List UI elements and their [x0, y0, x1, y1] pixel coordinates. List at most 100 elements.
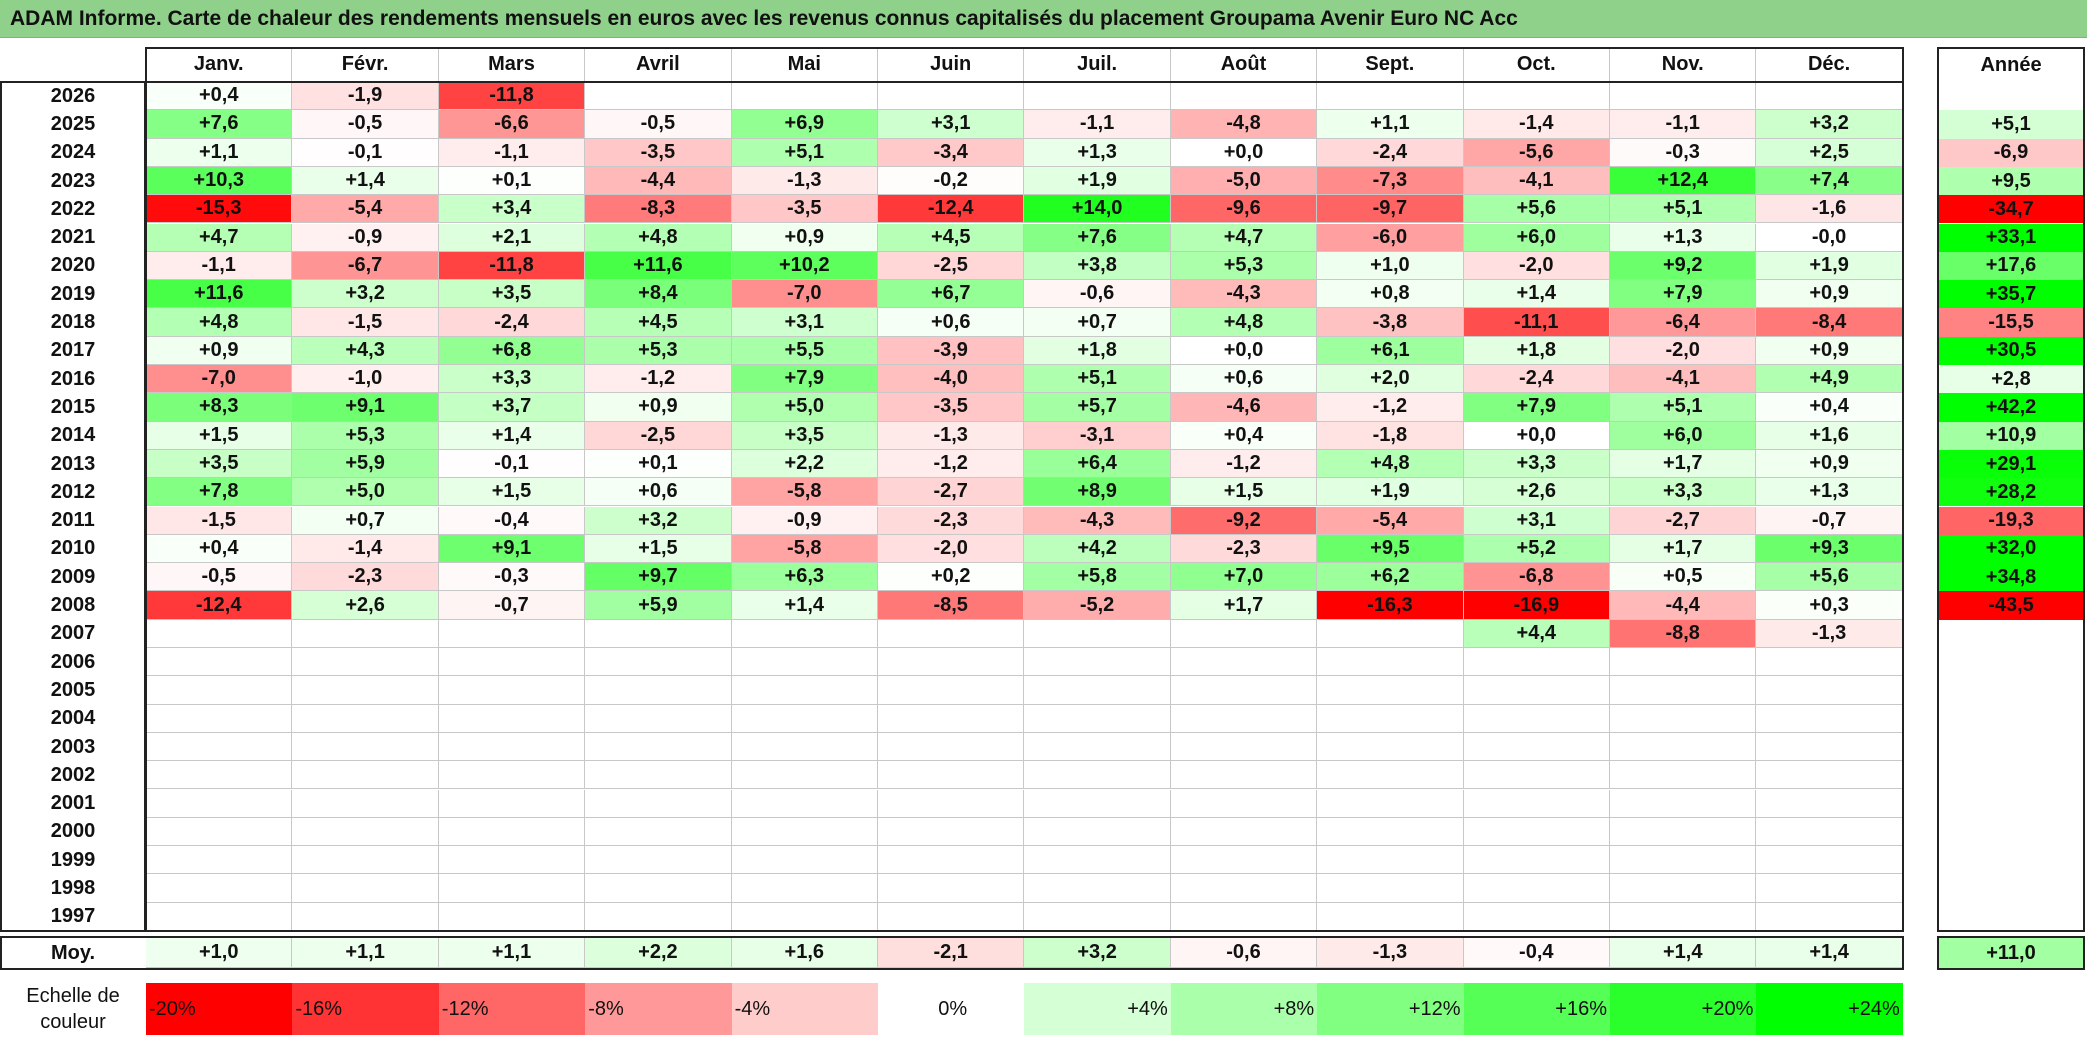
heatmap-cell: -0,3	[438, 563, 586, 592]
heatmap-cell: +0,0	[1463, 421, 1610, 450]
year-label: 2015	[50, 395, 96, 418]
heatmap-cell	[731, 761, 878, 790]
heatmap-cell: -2,4	[1317, 138, 1464, 167]
heatmap-cell	[585, 82, 732, 111]
heatmap-cell: +5,3	[1170, 251, 1318, 281]
heatmap-cell: +3,1	[878, 110, 1025, 139]
heatmap-cell: -5,4	[1317, 506, 1464, 535]
year-label: 2010	[50, 537, 96, 560]
heatmap-cell	[731, 648, 878, 677]
heatmap-cell: -11,8	[438, 82, 586, 111]
heatmap-cell	[1317, 82, 1464, 111]
heatmap-cell	[1610, 676, 1757, 705]
heatmap-cell	[731, 902, 878, 931]
heatmap-cell: -0,5	[146, 563, 293, 592]
average-label: Moy.	[50, 941, 96, 964]
heatmap-cell	[146, 732, 293, 762]
heatmap-cell	[1317, 846, 1464, 875]
heatmap-cell	[1317, 619, 1464, 648]
heatmap-cell: +0,1	[585, 449, 732, 479]
heatmap-cell	[1170, 704, 1318, 733]
heatmap-cell: -8,4	[1756, 308, 1903, 337]
heatmap-cell: +3,5	[146, 449, 293, 479]
heatmap-cell	[292, 902, 439, 931]
heatmap-cell: +7,0	[1170, 563, 1318, 592]
heatmap-cell	[1610, 817, 1757, 847]
heatmap-cell	[1024, 732, 1171, 762]
heatmap-cell: -12,4	[878, 195, 1025, 224]
heatmap-cell: +3,2	[292, 280, 439, 309]
month-header: Avril	[585, 48, 732, 82]
heatmap-cell	[146, 619, 293, 648]
heatmap-cell	[1463, 732, 1610, 762]
heatmap-cell	[731, 874, 878, 903]
annual-cell: +17,6	[1938, 251, 2084, 281]
average-cell: +1,1	[292, 938, 439, 968]
heatmap-cell: +1,5	[1170, 478, 1318, 507]
heatmap-cell	[292, 704, 439, 733]
annual-cell	[1938, 704, 2084, 733]
heatmap-cell: +0,2	[878, 563, 1025, 592]
heatmap-cell: +3,3	[1610, 478, 1757, 507]
heatmap-cell	[878, 619, 1025, 648]
heatmap-cell: -3,5	[878, 393, 1025, 422]
heatmap-cell	[1463, 676, 1610, 705]
heatmap-cell: -1,1	[1024, 110, 1171, 139]
heatmap-cell: +9,1	[292, 393, 439, 422]
heatmap-cell: +4,3	[292, 336, 439, 365]
scale-swatch: +16%	[1463, 983, 1610, 1035]
average-cell: -0,4	[1463, 938, 1610, 968]
heatmap-cell: -0,1	[292, 138, 439, 167]
heatmap-cell	[1756, 732, 1903, 762]
heatmap-cell	[585, 789, 732, 818]
annual-cell: +42,2	[1938, 393, 2084, 422]
heatmap-cell	[1024, 704, 1171, 733]
year-label: 2024	[50, 141, 96, 164]
heatmap-cell: -3,9	[878, 336, 1025, 365]
annual-cell: -34,7	[1938, 195, 2084, 224]
heatmap-cell: -4,3	[1024, 506, 1171, 535]
annual-cell	[1938, 761, 2084, 790]
scale-swatch: -4%	[731, 983, 878, 1035]
heatmap-cell: +0,5	[1610, 563, 1757, 592]
heatmap-cell: +4,8	[146, 308, 293, 337]
heatmap-cell: -6,4	[1610, 308, 1757, 337]
heatmap-cell	[1463, 902, 1610, 931]
heatmap-cell: -5,6	[1463, 138, 1610, 167]
average-cell: -0,6	[1170, 938, 1318, 968]
heatmap-cell	[146, 874, 293, 903]
heatmap-cell: -15,3	[146, 195, 293, 224]
heatmap-cell	[585, 846, 732, 875]
heatmap-cell: +0,9	[585, 393, 732, 422]
heatmap-cell: +5,1	[1024, 365, 1171, 394]
heatmap-cell	[1756, 789, 1903, 818]
month-header: Janv.	[146, 48, 293, 82]
heatmap-cell: +6,8	[438, 336, 586, 365]
heatmap-cell	[1170, 732, 1318, 762]
heatmap-cell	[585, 874, 732, 903]
heatmap-cell	[878, 704, 1025, 733]
heatmap-cell: -1,3	[1756, 619, 1903, 648]
heatmap-cell	[1756, 676, 1903, 705]
heatmap-cell: -5,2	[1024, 591, 1171, 620]
month-header: Mai	[731, 48, 878, 82]
month-header: Mars	[438, 48, 586, 82]
heatmap-cell: +0,9	[146, 336, 293, 365]
heatmap-cell: -9,6	[1170, 195, 1318, 224]
heatmap-cell	[731, 676, 878, 705]
heatmap-cell	[1317, 676, 1464, 705]
heatmap-cell	[878, 902, 1025, 931]
heatmap-cell: +6,7	[878, 280, 1025, 309]
heatmap-cell	[146, 676, 293, 705]
annual-cell: +35,7	[1938, 280, 2084, 309]
year-label: 2026	[50, 84, 96, 107]
heatmap-cell: -1,2	[1170, 449, 1318, 479]
heatmap-cell	[1170, 676, 1318, 705]
heatmap-cell	[146, 761, 293, 790]
year-label: 2023	[50, 169, 96, 192]
heatmap-cell: +4,8	[1170, 308, 1318, 337]
heatmap-cell: +5,6	[1463, 195, 1610, 224]
heatmap-cell: +6,0	[1610, 421, 1757, 450]
heatmap-cell: +7,6	[146, 110, 293, 139]
average-cell: +1,0	[146, 938, 293, 968]
